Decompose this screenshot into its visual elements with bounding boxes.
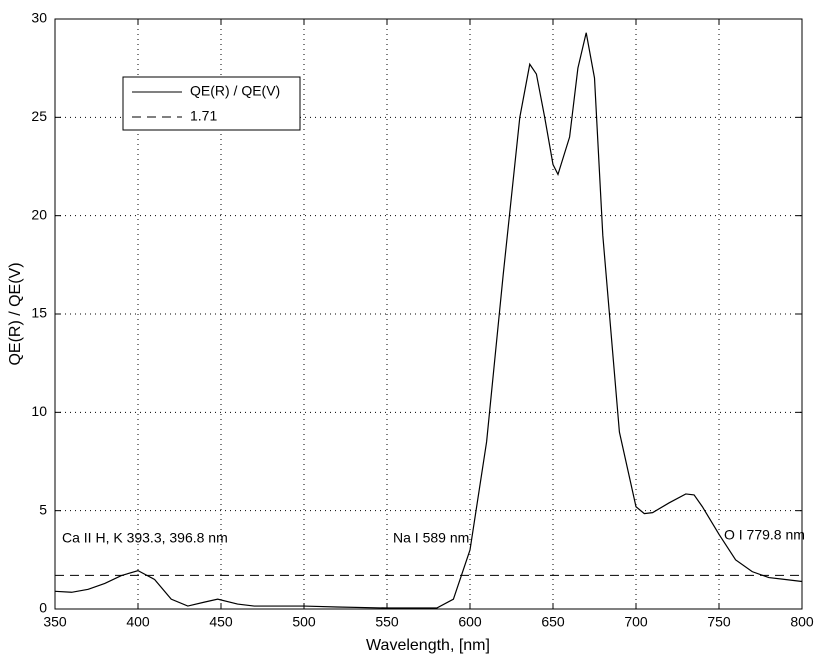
y-tick-label: 25 [31,108,47,124]
y-tick-label: 0 [39,600,47,616]
x-tick-label: 650 [541,614,565,630]
plot-frame [54,18,803,610]
y-tick-label: 5 [39,501,47,517]
legend-box [122,76,301,131]
x-tick-label: 350 [43,614,67,630]
y-tick-label: 15 [31,305,47,321]
annotation: Ca II H, K 393.3, 396.8 nm [62,530,228,546]
legend-label: 1.71 [190,108,217,124]
x-tick-label: 500 [292,614,316,630]
annotation: Na I 589 nm [393,530,469,546]
x-tick-label: 750 [707,614,731,630]
y-tick-label: 20 [31,206,47,222]
x-tick-label: 800 [790,614,814,630]
x-tick-label: 550 [375,614,399,630]
y-tick-label: 30 [31,10,47,26]
data-line [54,32,803,609]
y-axis-label: QE(R) / QE(V) [7,262,24,365]
x-tick-label: 700 [624,614,648,630]
y-tick-label: 10 [31,403,47,419]
annotation: O I 779.8 nm [724,527,805,543]
x-tick-label: 600 [458,614,482,630]
x-tick-label: 450 [209,614,233,630]
x-axis-label: Wavelength, [nm] [366,637,490,654]
x-tick-label: 400 [126,614,150,630]
legend-label: QE(R) / QE(V) [190,83,280,99]
